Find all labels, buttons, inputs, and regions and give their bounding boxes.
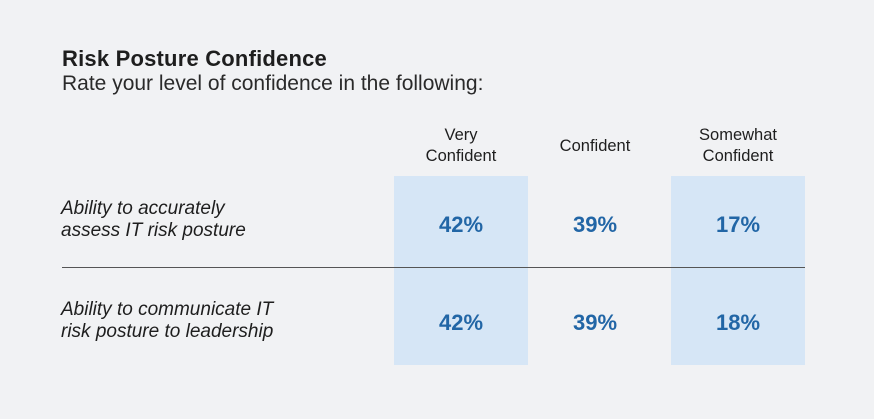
cell-assess-very-confident: 42% bbox=[438, 212, 484, 237]
chart-title: Risk Posture Confidence bbox=[62, 46, 327, 71]
row-label-assess: Ability to accurately assess IT risk pos… bbox=[61, 198, 246, 241]
column-header-somewhat-confident: Somewhat Confident bbox=[699, 126, 777, 165]
highlight-column-very-confident bbox=[394, 176, 528, 365]
row-label-communicate: Ability to communicate IT risk posture t… bbox=[61, 299, 274, 342]
column-header-confident: Confident bbox=[559, 136, 631, 155]
cell-assess-confident: 39% bbox=[572, 212, 618, 237]
cell-assess-somewhat-confident: 17% bbox=[715, 212, 761, 237]
chart-subtitle: Rate your level of confidence in the fol… bbox=[62, 72, 484, 95]
cell-communicate-somewhat-confident: 18% bbox=[715, 310, 761, 335]
cell-communicate-confident: 39% bbox=[572, 310, 618, 335]
row-divider bbox=[62, 267, 805, 268]
highlight-column-somewhat-confident bbox=[671, 176, 805, 365]
column-header-very-confident: Very Confident bbox=[425, 126, 497, 165]
cell-communicate-very-confident: 42% bbox=[438, 310, 484, 335]
